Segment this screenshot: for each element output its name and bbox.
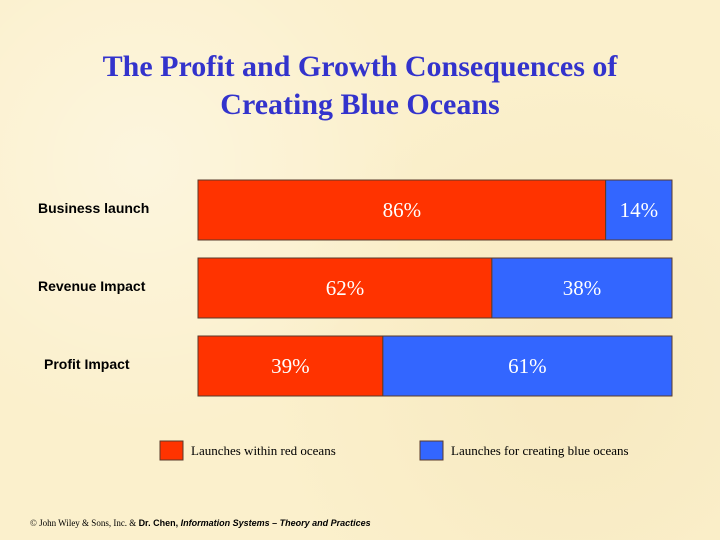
- data-label: 14%: [620, 198, 659, 222]
- bar-segment-blue: [605, 179, 673, 241]
- chart-title: The Profit and Growth Consequences of Cr…: [0, 48, 720, 124]
- category-label: Revenue Impact: [38, 278, 146, 294]
- data-label: 62%: [326, 276, 365, 300]
- bar-segment-red: [197, 335, 384, 397]
- bar-segment-red: [197, 179, 607, 241]
- category-label: Business launch: [38, 200, 149, 216]
- legend-label: Launches within red oceans: [191, 443, 336, 458]
- title-line-2: Creating Blue Oceans: [220, 88, 500, 121]
- bar-segment-red: [197, 257, 493, 319]
- footer: © John Wiley & Sons, Inc. & Dr. Chen, In…: [30, 518, 371, 528]
- data-label: 39%: [271, 354, 310, 378]
- footer-author: Dr. Chen,: [138, 518, 181, 528]
- bar-segment-blue: [491, 257, 673, 319]
- data-label: 61%: [508, 354, 547, 378]
- data-label: 38%: [563, 276, 602, 300]
- bar-segment-blue: [382, 335, 673, 397]
- legend-swatch: [159, 440, 184, 461]
- data-label: 86%: [383, 198, 422, 222]
- footer-book: Information Systems – Theory and Practic…: [180, 518, 371, 528]
- category-label: Profit Impact: [44, 356, 130, 372]
- title-line-1: The Profit and Growth Consequences of: [102, 50, 618, 83]
- legend-swatch: [419, 440, 444, 461]
- footer-copyright: © John Wiley & Sons, Inc. &: [30, 518, 139, 528]
- legend-label: Launches for creating blue oceans: [451, 443, 629, 458]
